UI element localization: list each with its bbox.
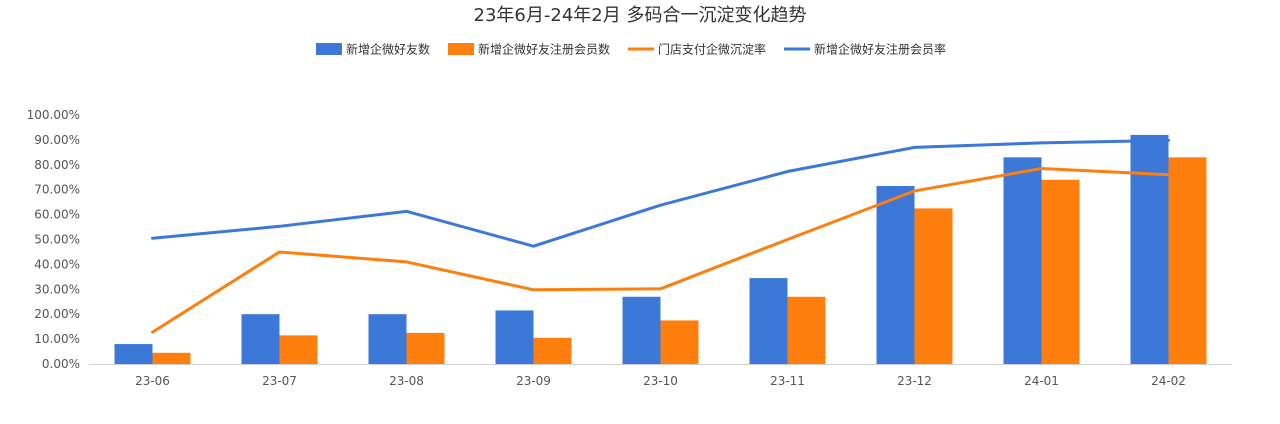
chart-title: 23年6月-24年2月 多码合一沉淀变化趋势 [474, 5, 807, 26]
bar-1-23-07 [279, 335, 318, 364]
bar-1-23-09 [533, 337, 572, 364]
x-tick-label: 23-06 [135, 374, 170, 388]
bar-1-24-01 [1041, 179, 1080, 364]
bar-1-23-06 [152, 352, 191, 364]
line-series-0 [151, 167, 1170, 334]
legend-label: 新增企微好友注册会员率 [814, 42, 946, 57]
x-tick-label: 23-12 [897, 374, 932, 388]
x-tick-label: 24-02 [1151, 374, 1186, 388]
y-tick-label: 20.00% [34, 307, 80, 321]
x-tick-label: 23-08 [389, 374, 424, 388]
bar-0-23-11 [749, 278, 788, 364]
lines [151, 138, 1170, 334]
y-tick-label: 0.00% [42, 357, 80, 371]
legend-label: 新增企微好友注册会员数 [478, 42, 610, 57]
bar-0-24-01 [1003, 157, 1042, 364]
bar-1-23-11 [787, 296, 826, 364]
y-tick-label: 50.00% [34, 233, 80, 247]
legend-swatch [316, 43, 342, 55]
legend: 新增企微好友数 新增企微好友注册会员数 门店支付企微沉淀率 新增企微好友注册会员率 [316, 42, 946, 57]
bars [114, 134, 1207, 364]
y-tick-label: 80.00% [34, 158, 80, 172]
bar-0-23-07 [241, 314, 280, 364]
y-tick-label: 70.00% [34, 183, 80, 197]
bar-0-23-06 [114, 344, 153, 364]
x-tick-label: 23-10 [643, 374, 678, 388]
bar-1-24-02 [1168, 157, 1207, 364]
legend-label: 门店支付企微沉淀率 [658, 42, 766, 57]
y-tick-label: 90.00% [34, 133, 80, 147]
line-series-1 [151, 138, 1170, 248]
x-axis: 23-06 23-07 23-08 23-09 23-10 23-11 23-12 24-01… [89, 364, 1232, 388]
bar-0-23-10 [622, 296, 661, 364]
x-tick-label: 23-07 [262, 374, 297, 388]
x-tick-label: 23-11 [770, 374, 805, 388]
x-tick-label: 23-09 [516, 374, 551, 388]
y-tick-label: 30.00% [34, 282, 80, 296]
bar-0-23-12 [876, 185, 915, 364]
bar-0-24-02 [1130, 134, 1169, 364]
bar-0-23-08 [368, 314, 407, 364]
bar-1-23-10 [660, 320, 699, 364]
bar-0-23-09 [495, 310, 534, 364]
y-tick-label: 100.00% [27, 108, 80, 122]
legend-swatch [448, 43, 474, 55]
y-tick-label: 10.00% [34, 332, 80, 346]
y-tick-label: 60.00% [34, 208, 80, 222]
x-tick-label: 24-01 [1024, 374, 1059, 388]
bar-1-23-08 [406, 332, 445, 364]
legend-label: 新增企微好友数 [346, 42, 430, 57]
bar-1-23-12 [914, 208, 953, 364]
y-tick-label: 40.00% [34, 257, 80, 271]
y-axis: 0.00% 10.00% 20.00% 30.00% 40.00% 50.00% 60.00… [27, 108, 80, 371]
